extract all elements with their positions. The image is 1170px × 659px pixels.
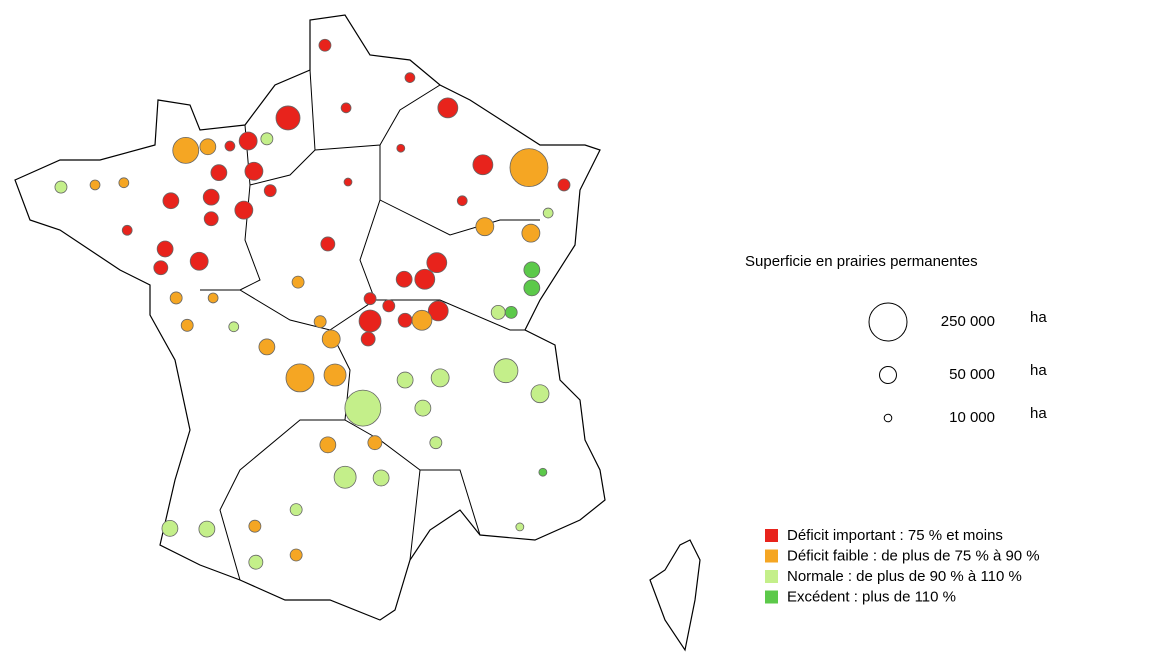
bubble [275,105,301,131]
bubble [228,321,240,333]
bubble [203,211,219,227]
bubble [162,192,180,210]
bubble [54,180,68,194]
bubble [493,358,519,384]
class-swatch [765,529,778,542]
bubble [340,102,352,114]
bubble [318,38,332,52]
bubble [372,469,390,487]
bubble [360,331,376,347]
bubble [396,143,406,153]
bubble [490,304,506,320]
bubble [504,305,518,319]
bubble [333,465,357,489]
bubble [411,309,433,331]
bubble [153,260,169,276]
bubble [343,177,353,187]
bubble [320,236,336,252]
bubble [429,436,443,450]
bubble [367,435,383,451]
size-legend-unit: ha [1030,405,1047,422]
bubble [321,329,341,349]
bubble [509,148,549,188]
bubble [437,97,459,119]
class-swatch [765,549,778,563]
bubble [427,300,449,322]
bubble [523,279,541,297]
bubble [456,195,468,207]
bubble [472,154,494,176]
bubble [291,275,305,289]
class-label: Déficit important : 75 % et moins [787,527,1003,544]
bubble [234,200,254,220]
bubble [260,132,274,146]
size-legend-unit: ha [1030,309,1047,326]
bubble [414,268,436,290]
bubble [396,371,414,389]
bubble [414,399,432,417]
size-legend-label: 10 000 [949,409,995,426]
bubble [530,384,550,404]
bubble [323,363,347,387]
bubble [238,131,258,151]
bubble [289,548,303,562]
bubble [363,292,377,306]
bubble [244,161,264,181]
bubble [426,252,448,274]
bubble [538,467,548,477]
bubble [521,223,541,243]
bubble [210,164,228,182]
bubble [430,368,450,388]
bubble [404,72,416,83]
size-legend-label: 50 000 [949,366,995,383]
bubble [263,184,277,198]
bubble [169,291,183,305]
size-legend-circle [879,366,897,384]
class-label: Déficit faible : de plus de 75 % à 90 % [787,547,1040,564]
class-swatch [765,590,778,604]
bubble [344,389,382,427]
corsica-outline [649,539,701,652]
bubble [319,436,337,454]
bubble [199,138,217,156]
size-legend-title: Superficie en prairies permanentes [745,253,978,270]
bubble [258,338,276,356]
class-swatch [765,570,778,583]
bubble [289,503,303,517]
bubble [121,224,133,236]
bubble [523,261,541,279]
bubble [557,178,571,192]
bubble [89,179,101,191]
bubble [172,136,200,164]
bubble [248,519,262,533]
size-legend-unit: ha [1030,362,1047,379]
bubble [189,251,209,271]
bubble [224,140,236,152]
class-label: Excédent : plus de 110 % [787,588,956,605]
bubble [542,207,554,219]
bubble [395,270,413,288]
bubble [358,309,382,333]
bubble [180,318,194,332]
bubble [202,188,220,206]
bubble [397,312,413,328]
bubble [475,217,495,237]
bubble [198,520,216,538]
class-label: Normale : de plus de 90 % à 110 % [787,568,1022,585]
bubble [382,299,396,313]
bubble [313,315,327,329]
size-legend-label: 250 000 [941,313,995,330]
bubble [156,240,174,258]
bubble [207,292,219,304]
bubble [515,522,525,532]
france-outline [14,14,606,621]
size-legend-circle [868,302,908,342]
bubble [118,177,130,189]
size-legend-circle [883,413,893,423]
bubble [248,554,264,570]
bubble [285,363,315,393]
bubble [161,519,179,537]
